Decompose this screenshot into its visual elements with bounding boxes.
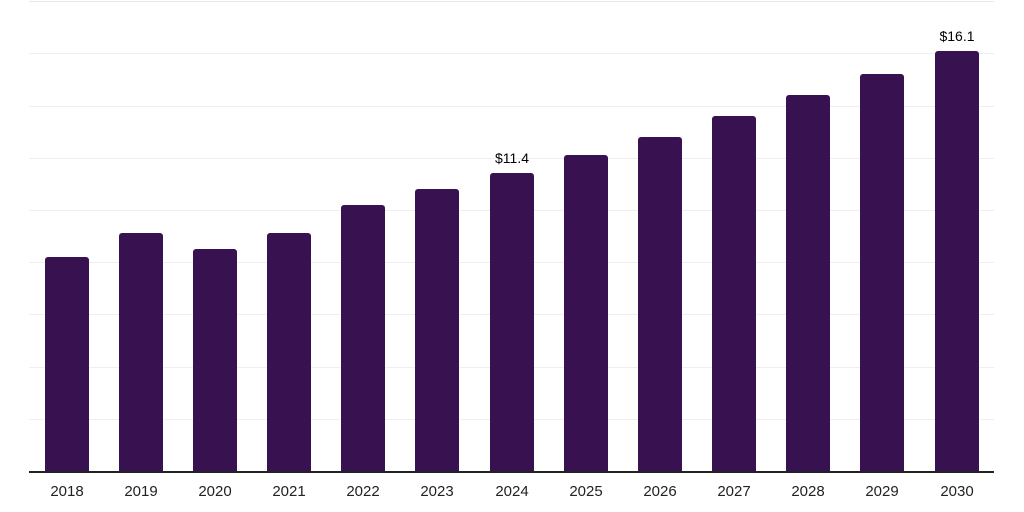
- x-tick-label-2021: 2021: [272, 483, 306, 500]
- bar-2022: [341, 205, 385, 471]
- x-tick-label-2022: 2022: [346, 483, 380, 500]
- x-tick-label-2020: 2020: [198, 483, 232, 500]
- bar-2026: [638, 137, 682, 471]
- gridline-y-14: [29, 106, 994, 107]
- x-tick-label-2025: 2025: [569, 483, 603, 500]
- bar-2020: [193, 249, 237, 471]
- bar-2018: [45, 257, 89, 471]
- x-tick-label-2023: 2023: [420, 483, 454, 500]
- gridline-y-18: [29, 1, 994, 2]
- gridline-y-16: [29, 53, 994, 54]
- x-tick-label-2028: 2028: [791, 483, 825, 500]
- bar-2023: [415, 189, 459, 471]
- x-tick-label-2019: 2019: [124, 483, 158, 500]
- bar-2025: [564, 155, 608, 471]
- bar-2027: [712, 116, 756, 471]
- bar-2024: [490, 173, 534, 471]
- plot-area: 2018 2019 2020 2021 2022 2023 2024 $11.4 2025 202…: [29, 0, 994, 512]
- data-label-2024: $11.4: [495, 150, 529, 166]
- x-axis-line: [29, 471, 994, 473]
- x-tick-label-2024: 2024: [495, 483, 529, 500]
- bar-2028: [786, 95, 830, 471]
- x-tick-label-2027: 2027: [717, 483, 751, 500]
- gridline-y-12: [29, 158, 994, 159]
- bar-2021: [267, 233, 311, 471]
- x-tick-label-2029: 2029: [865, 483, 899, 500]
- x-tick-label-2026: 2026: [643, 483, 677, 500]
- bar-2030: [935, 51, 979, 471]
- x-tick-label-2030: 2030: [940, 483, 974, 500]
- bar-2019: [119, 233, 163, 471]
- bar-2029: [860, 74, 904, 471]
- data-label-2030: $16.1: [939, 28, 975, 44]
- x-tick-label-2018: 2018: [50, 483, 84, 500]
